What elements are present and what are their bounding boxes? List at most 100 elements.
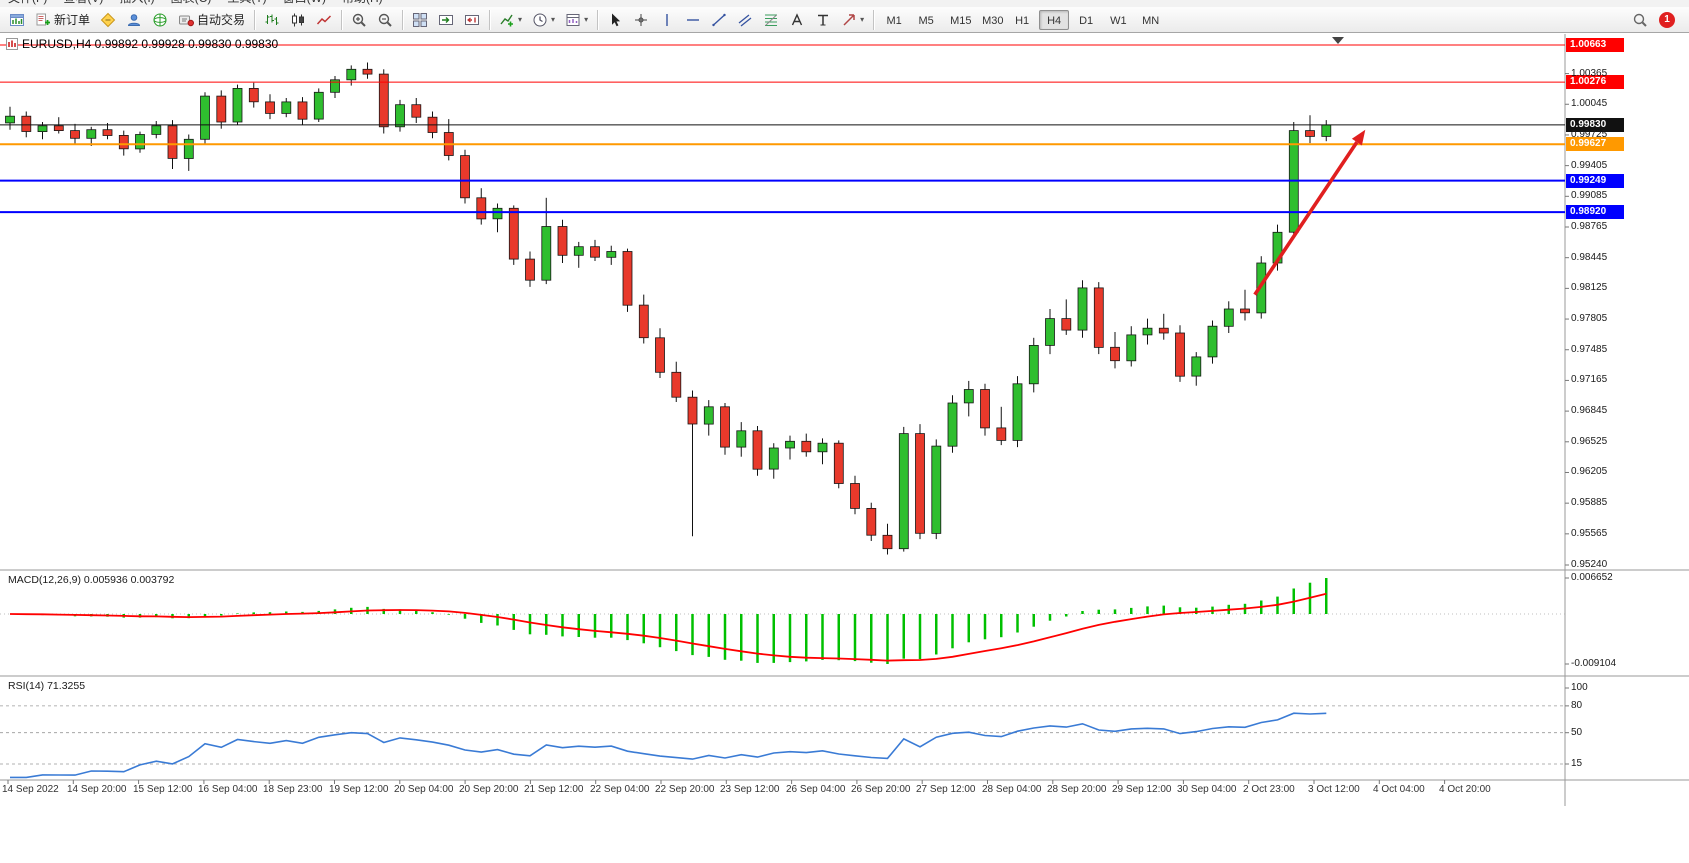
text-a-icon <box>791 12 803 25</box>
arrow-shape-icon <box>843 13 855 26</box>
menu-item[interactable]: 文件(F) <box>8 0 47 6</box>
line-chart-icon <box>316 14 332 25</box>
chart-canvas[interactable] <box>0 34 1689 806</box>
channel-button[interactable] <box>733 9 757 31</box>
trend-arrow-head <box>1351 129 1366 146</box>
template-icon <box>566 13 580 26</box>
trendline-button[interactable] <box>707 9 731 31</box>
zoom-in-icon <box>352 13 366 27</box>
templates-button[interactable]: ▾ <box>561 9 592 31</box>
candlestick-icon <box>292 13 305 26</box>
chevron-down-icon: ▾ <box>518 14 523 24</box>
separator <box>873 9 875 30</box>
chart-shift-icon <box>465 14 480 25</box>
arrows-button[interactable]: ▾ <box>837 9 868 31</box>
autotrading-label: 自动交易 <box>197 13 246 27</box>
timeframe-M5[interactable]: M5 <box>911 10 941 30</box>
metaeditor-button[interactable] <box>96 9 120 31</box>
vertical-line-button[interactable] <box>655 9 679 31</box>
search-icon <box>1633 13 1647 27</box>
new-chart-button[interactable] <box>5 9 29 31</box>
text-label-icon <box>818 14 829 25</box>
zoom-out-icon <box>378 13 392 27</box>
clock-icon <box>533 13 547 26</box>
chevron-down-icon: ▾ <box>584 14 589 24</box>
timeframe-MN[interactable]: MN <box>1135 10 1165 30</box>
time-scale[interactable] <box>0 780 1565 806</box>
cursor-button[interactable] <box>603 9 627 31</box>
autotrading-icon <box>179 15 195 26</box>
notification-badge[interactable]: 1 <box>1659 11 1675 28</box>
timeframe-M30[interactable]: M30 <box>975 10 1005 30</box>
indicators-button[interactable]: ▾ <box>495 9 526 31</box>
fibonacci-icon <box>765 14 778 26</box>
chevron-down-icon: ▾ <box>551 14 556 24</box>
price-scale[interactable] <box>1566 34 1689 780</box>
chart-icon <box>6 38 18 50</box>
horizontal-line-icon <box>687 18 700 21</box>
chart-shift-button[interactable] <box>460 9 484 31</box>
right-tools: 1 <box>1627 9 1675 31</box>
tile-windows-icon <box>413 12 428 27</box>
chart-window-icon <box>10 13 24 26</box>
separator <box>402 9 404 30</box>
metaeditor-icon <box>100 12 116 27</box>
cursor-icon <box>612 13 621 26</box>
crosshair-button[interactable] <box>629 9 653 31</box>
menu-item[interactable]: 帮助(H) <box>342 0 383 6</box>
person-icon <box>128 13 141 26</box>
new-order-label: 新订单 <box>54 13 91 27</box>
timeframe-M1[interactable]: M1 <box>879 10 909 30</box>
tile-windows-button[interactable] <box>408 9 432 31</box>
new-order-button[interactable]: 新订单 <box>31 9 94 31</box>
indicators-icon <box>500 14 514 26</box>
timeframe-M15[interactable]: M15 <box>943 10 973 30</box>
periods-button[interactable]: ▾ <box>528 9 559 31</box>
trendline-icon <box>712 13 726 26</box>
menu-item[interactable]: 查看(V) <box>63 0 103 6</box>
auto-scroll-button[interactable] <box>434 9 458 31</box>
globe-icon <box>153 13 167 26</box>
separator <box>489 9 491 30</box>
shift-marker <box>1332 37 1344 44</box>
line-chart-button[interactable] <box>312 9 336 31</box>
fibonacci-button[interactable] <box>759 9 783 31</box>
timeframe-D1[interactable]: D1 <box>1071 10 1101 30</box>
chevron-down-icon: ▾ <box>860 14 865 24</box>
timeframe-W1[interactable]: W1 <box>1103 10 1133 30</box>
vertical-line-icon <box>666 13 668 26</box>
horizontal-line-button[interactable] <box>681 9 705 31</box>
timeframe-H1[interactable]: H1 <box>1007 10 1037 30</box>
autotrading-button[interactable]: 自动交易 <box>174 9 249 31</box>
candles-layer <box>5 62 1332 555</box>
menu-item[interactable]: 工具(T) <box>227 0 266 6</box>
community-button[interactable] <box>122 9 146 31</box>
zoom-in-button[interactable] <box>347 9 371 31</box>
trend-arrow <box>1253 141 1359 296</box>
text-label-button[interactable] <box>811 9 835 31</box>
menu-item[interactable]: 图表(C) <box>171 0 212 6</box>
menu-item[interactable]: 窗口(W) <box>283 0 326 6</box>
toolbar: 新订单 自动交易 <box>0 7 1689 33</box>
rsi-label: RSI(14) 71.3255 <box>8 680 86 692</box>
separator <box>254 9 256 30</box>
new-order-icon <box>36 13 50 25</box>
bar-chart-button[interactable] <box>260 9 284 31</box>
search-button[interactable] <box>1628 9 1652 31</box>
text-button[interactable] <box>785 9 809 31</box>
timeframe-H4[interactable]: H4 <box>1039 9 1070 30</box>
candlestick-chart-button[interactable] <box>286 9 310 31</box>
mql5-button[interactable] <box>148 9 172 31</box>
zoom-out-button[interactable] <box>373 9 397 31</box>
menu-bar[interactable]: 文件(F) 查看(V) 插入(I) 图表(C) 工具(T) 窗口(W) 帮助(H) <box>0 0 1689 7</box>
channel-icon <box>738 13 752 27</box>
auto-scroll-icon <box>439 14 454 25</box>
crosshair-icon <box>635 13 648 26</box>
menu-item[interactable]: 插入(I) <box>119 0 154 6</box>
rsi-line <box>10 712 1327 779</box>
macd-signal-line <box>9 592 1327 662</box>
separator <box>341 9 343 30</box>
chart-title: EURUSD,H4 0.99892 0.99928 0.99830 0.9983… <box>6 37 278 51</box>
macd-histogram <box>25 578 1328 664</box>
